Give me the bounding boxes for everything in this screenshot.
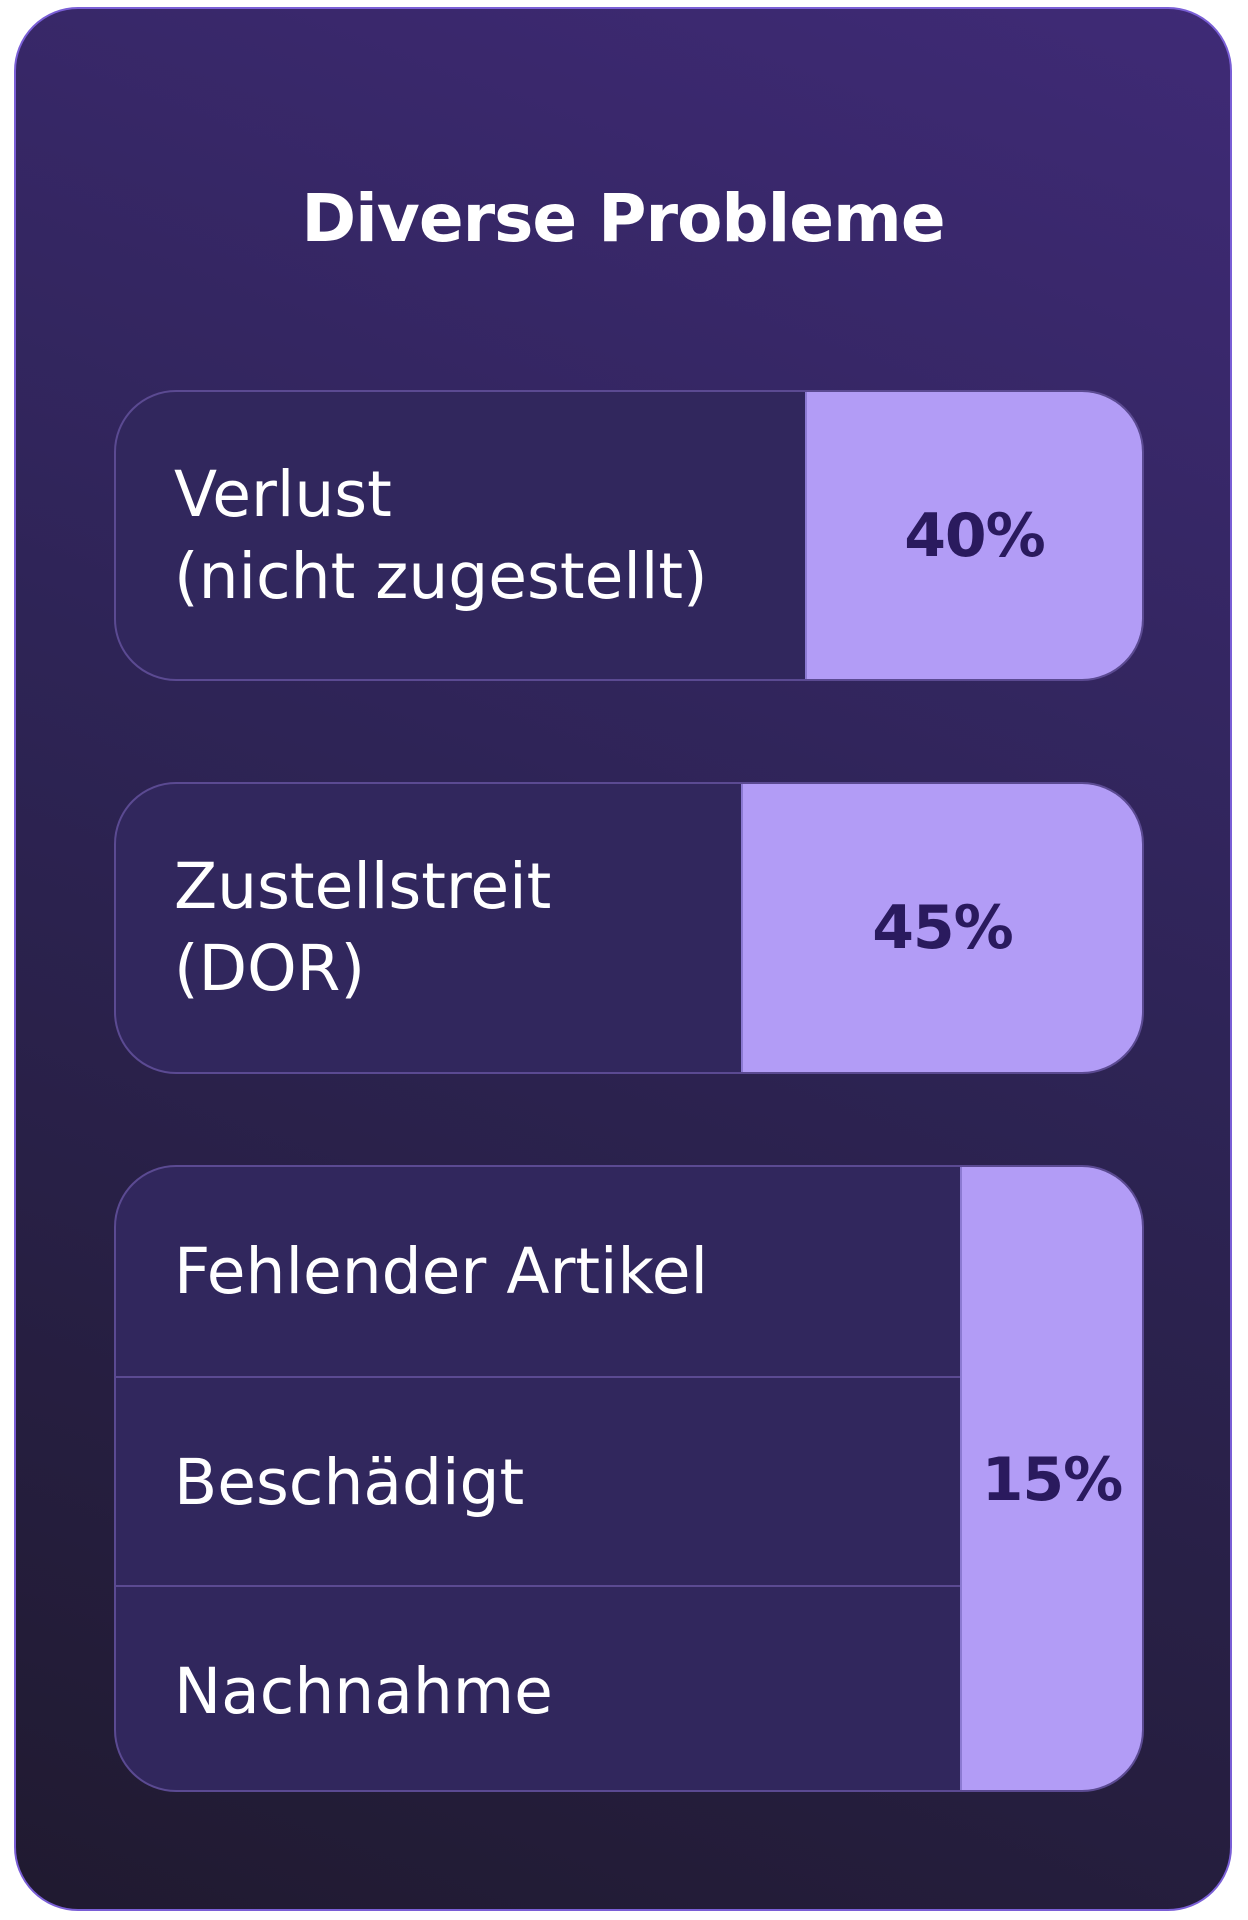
problem-row-loss: Verlust (nicht zugestellt) 40% [114, 390, 1144, 681]
percentage-value: 45% [872, 893, 1014, 963]
percentage-value: 15% [981, 1445, 1124, 1515]
problem-label: Nachnahme [174, 1655, 553, 1728]
problem-label: Verlust (nicht zugestellt) [174, 458, 708, 613]
card-title: Diverse Probleme [301, 180, 945, 257]
problem-label: Zustellstreit (DOR) [174, 850, 552, 1005]
problem-label: Fehlender Artikel [174, 1235, 709, 1308]
problem-row-dispute: Zustellstreit (DOR) 45% [114, 782, 1144, 1074]
problems-card: Diverse Probleme Verlust (nicht zugestel… [14, 7, 1232, 1911]
percentage-value: 40% [904, 501, 1046, 571]
value-box: 15% [960, 1167, 1142, 1790]
problem-subrow: Nachnahme [116, 1585, 964, 1790]
value-box: 45% [741, 784, 1142, 1072]
value-box: 40% [805, 392, 1142, 679]
problem-subrow: Beschädigt [116, 1376, 964, 1585]
problem-label: Beschädigt [174, 1446, 525, 1519]
problem-row-group: Fehlender Artikel Beschädigt Nachnahme 1… [114, 1165, 1144, 1792]
problem-subrow: Fehlender Artikel [116, 1167, 964, 1376]
